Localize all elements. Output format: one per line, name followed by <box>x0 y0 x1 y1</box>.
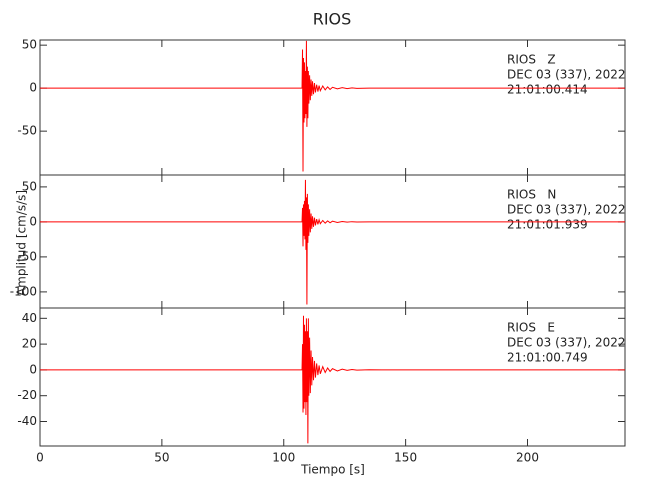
y-tick-label: 50 <box>22 38 37 52</box>
y-tick-label: 0 <box>29 81 37 95</box>
y-tick-label: -100 <box>10 284 37 298</box>
y-tick-label: -40 <box>17 414 37 428</box>
x-axis-label: Tiempo [s] <box>300 463 365 477</box>
plot-frame <box>39 307 626 447</box>
x-tick-label: 100 <box>272 451 295 465</box>
trace <box>40 179 625 305</box>
y-tick-label: 40 <box>22 311 37 325</box>
annotation: RIOS N <box>507 188 556 202</box>
annotation: RIOS Z <box>507 53 556 67</box>
x-tick-label: 200 <box>516 451 539 465</box>
chart-title: RIOS <box>313 10 352 29</box>
y-tick-label: -20 <box>17 388 37 402</box>
annotation: 21:01:01.939 <box>507 218 588 232</box>
x-tick-label: 0 <box>36 451 44 465</box>
y-tick-label: 20 <box>22 337 37 351</box>
y-axis-label: Amplitud [cm/s/s] <box>15 190 29 296</box>
y-tick-label: 0 <box>29 214 37 228</box>
y-tick-label: 50 <box>22 179 37 193</box>
trace <box>40 40 625 172</box>
y-tick-label: -50 <box>17 124 37 138</box>
trace <box>40 315 625 444</box>
annotation: 21:01:00.414 <box>507 83 588 97</box>
annotation: DEC 03 (337), 2022 <box>507 68 626 82</box>
annotation: 21:01:00.749 <box>507 351 588 365</box>
y-tick-label: -50 <box>17 249 37 263</box>
x-tick-label: 150 <box>394 451 417 465</box>
y-tick-label: 0 <box>29 362 37 376</box>
annotation: DEC 03 (337), 2022 <box>507 203 626 217</box>
annotation: DEC 03 (337), 2022 <box>507 336 626 350</box>
annotation: RIOS E <box>507 321 555 335</box>
x-tick-label: 50 <box>154 451 169 465</box>
